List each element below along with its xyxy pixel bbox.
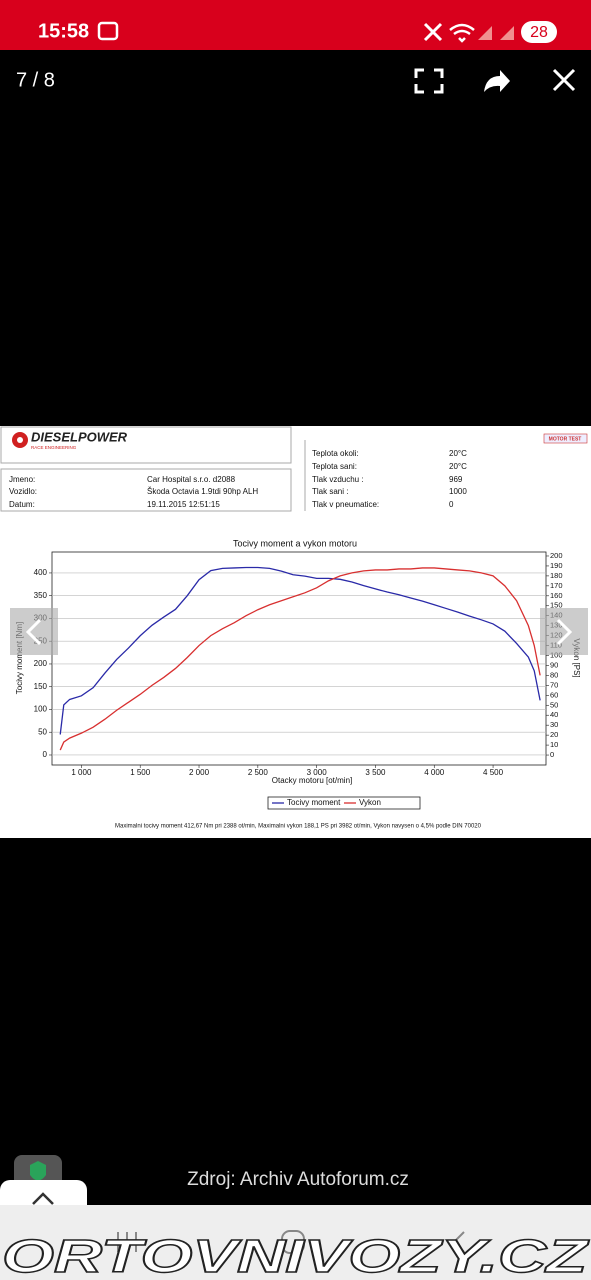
y2-tick-label: 180 (550, 571, 563, 580)
close-button[interactable] (552, 68, 576, 92)
y2-tick-label: 30 (550, 720, 558, 729)
next-arrow (556, 618, 573, 646)
info-label: Datum: (9, 500, 35, 509)
share-button[interactable] (484, 70, 510, 92)
y-tick-label: 350 (34, 591, 48, 600)
y2-tick-label: 190 (550, 561, 563, 570)
logo-box (0, 426, 292, 464)
series-line (59, 566, 541, 735)
y2-tick-label: 10 (550, 740, 558, 749)
footnote: Maximalni tocivy moment 412,67 Nm pri 23… (115, 824, 482, 830)
y2-tick-label: 170 (550, 581, 563, 590)
y2-tick-label: 90 (550, 660, 558, 669)
y-tick-label: 100 (34, 705, 48, 714)
condition-label: Teplota okoli: (312, 449, 359, 458)
info-label: Vozidlo: (9, 487, 37, 496)
x-tick-label: 3 500 (365, 768, 386, 777)
legend-label: Tocivy moment (287, 798, 341, 807)
y2-axis-title: Vykon [PS] (572, 638, 581, 677)
y2-tick-label: 70 (550, 680, 558, 689)
y-tick-label: 0 (43, 750, 48, 759)
x-tick-label: 1 000 (71, 768, 92, 777)
y-tick-label: 400 (34, 568, 48, 577)
legend-items: Tocivy moment Vykon (272, 798, 381, 807)
prev-arrow (25, 618, 42, 646)
wifi-icon (449, 23, 475, 43)
y-axis-title: Tocivy moment [Nm] (15, 622, 24, 694)
time: 15:58 (38, 20, 89, 42)
watermark: ORTOVNIVOZY.CZ (2, 1230, 590, 1280)
y2-tick-label: 20 (550, 730, 558, 739)
battery (521, 21, 557, 43)
y2-tick-label: 150 (550, 601, 563, 610)
caption: Zdroj: Archiv Autoforum.cz (187, 1169, 409, 1190)
y2-tick-label: 80 (550, 670, 558, 679)
y2-tick-label: 60 (550, 690, 558, 699)
screenshot-icon (97, 21, 119, 41)
nav-bar (0, 1205, 591, 1280)
x-tick-label: 4 000 (424, 768, 445, 777)
x-tick-label: 2 500 (248, 768, 269, 777)
info-value: Škoda Octavia 1.9tdi 90hp ALH (147, 487, 258, 496)
condition-label: Tlak vzduchu : (312, 475, 364, 484)
condition-value: 0 (449, 500, 454, 509)
prev-button[interactable] (10, 608, 58, 655)
condition-value: 969 (449, 475, 463, 484)
info-box (0, 468, 292, 512)
signal-icon (478, 26, 514, 40)
plot: 0501001502002503003504000102030405060708… (34, 551, 563, 777)
x-axis-title: Otacky motoru [ot/min] (272, 776, 352, 785)
y2-tick-label: 40 (550, 710, 558, 719)
info-label: Jmeno: (9, 475, 35, 484)
y2-tick-label: 160 (550, 591, 563, 600)
back-button[interactable] (452, 1231, 465, 1253)
legend-label: Vykon (359, 798, 381, 807)
x-tick-label: 2 000 (189, 768, 210, 777)
x-tick-label: 1 500 (130, 768, 151, 777)
mute-icon (423, 22, 443, 42)
info-value: Car Hospital s.r.o. d2088 (147, 475, 236, 484)
condition-label: Tlak v pneumatice: (312, 500, 379, 509)
y-tick-label: 200 (34, 659, 48, 668)
next-button[interactable] (540, 608, 588, 655)
condition-value: 1000 (449, 487, 467, 496)
x-tick-label: 3 000 (307, 768, 328, 777)
series-line (59, 567, 541, 751)
info-value: 19.11.2015 12:51:15 (147, 500, 220, 509)
shield-icon (30, 1161, 46, 1181)
logo-mark-hole (17, 437, 23, 443)
condition-value: 20°C (449, 449, 467, 458)
y2-tick-label: 0 (550, 750, 554, 759)
condition-value: 20°C (449, 462, 467, 471)
image-counter: 7 / 8 (16, 69, 55, 91)
condition-label: Tlak sani : (312, 487, 348, 496)
home-button[interactable] (281, 1230, 305, 1254)
battery-level: 28 (530, 24, 548, 41)
fullscreen-button[interactable] (414, 68, 444, 94)
logo-subtitle: RACE ENGINEERING (31, 445, 77, 450)
plot-area (51, 551, 547, 766)
chevron-up (32, 1192, 54, 1205)
badge-box (543, 433, 588, 444)
logo-text: DIESELPOWER (31, 429, 128, 444)
condition-label: Teplota sani: (312, 462, 357, 471)
chart-title: Tocivy moment a vykon motoru (233, 538, 357, 548)
y2-tick-label: 200 (550, 551, 563, 560)
x-tick-label: 4 500 (483, 768, 504, 777)
recents-button[interactable] (117, 1232, 137, 1252)
badge: MOTOR TEST (549, 436, 582, 442)
y-tick-label: 150 (34, 682, 48, 691)
y2-tick-label: 50 (550, 700, 558, 709)
y-tick-label: 50 (38, 727, 47, 736)
